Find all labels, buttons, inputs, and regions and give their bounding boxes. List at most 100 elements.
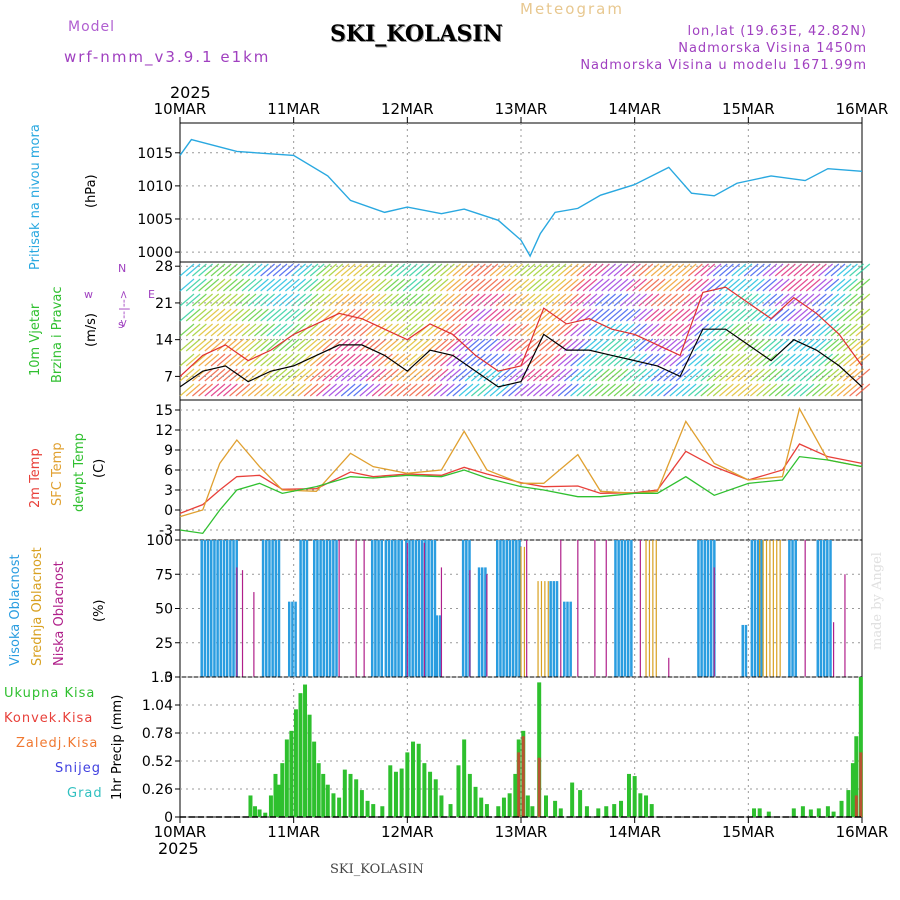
wind-barb — [712, 308, 728, 322]
wind-barb — [750, 323, 765, 337]
wind-barb — [223, 338, 238, 352]
wind-barb — [489, 353, 505, 367]
wind-barb — [799, 323, 815, 337]
wind-barb — [508, 308, 523, 322]
wind-barb — [396, 278, 412, 292]
wind-barb — [588, 338, 604, 352]
wind-barb — [812, 383, 827, 397]
wind-barb — [638, 368, 654, 382]
wind-barb — [688, 368, 703, 382]
wind-barb — [805, 278, 821, 292]
wind-barb — [272, 278, 288, 292]
wind-barb — [545, 338, 561, 352]
wind-barb — [750, 368, 765, 382]
wind-barb — [557, 338, 573, 352]
wind-barb — [700, 368, 716, 382]
wind-barb — [458, 383, 474, 397]
wind-barb — [390, 323, 406, 337]
cloud-visoka-bar — [617, 540, 620, 677]
cloud-visoka-bar — [319, 540, 322, 677]
wind-barb — [241, 383, 257, 397]
wind-barb — [700, 278, 716, 292]
bottom-x-label: 16MAR — [836, 823, 889, 841]
wind-barb — [638, 263, 654, 277]
wind-barb — [495, 353, 511, 367]
wind-barb — [384, 368, 399, 382]
wind-barb — [700, 353, 716, 367]
wind-barb — [427, 278, 443, 292]
temp-ytick-label: 12 — [155, 423, 173, 439]
precip-ytick-label: 0.78 — [142, 726, 173, 742]
cloud-visoka-bar — [424, 540, 427, 677]
wind-barb — [322, 293, 337, 307]
wind-barb — [185, 383, 201, 397]
wind-barb — [626, 293, 641, 307]
wind-barb — [247, 353, 263, 367]
wind-barb — [557, 353, 573, 367]
wind-barb — [601, 278, 616, 292]
cloud-visoka-bar — [390, 540, 394, 677]
wind-barb — [477, 293, 492, 307]
model-elevation-text: Nadmorska Visina u modelu 1671.99m — [580, 58, 867, 73]
wind-barb — [179, 338, 195, 352]
wind-barb — [545, 368, 561, 382]
wind-barb — [427, 338, 443, 352]
wind-barb — [309, 263, 325, 277]
wind-barb — [706, 308, 722, 322]
wind-barb — [384, 383, 399, 397]
wind-barb — [582, 278, 598, 292]
wind-barb — [402, 293, 418, 307]
wind-barb — [613, 368, 629, 382]
wind-barb — [843, 263, 858, 277]
precip-total-bar — [325, 784, 330, 817]
precip-ytick-label: 1.3 — [151, 670, 173, 686]
wind-barb — [229, 368, 244, 382]
wind-barb — [359, 323, 375, 337]
wind-barb — [601, 323, 616, 337]
wind-barb — [359, 278, 375, 292]
wind-barb — [619, 338, 635, 352]
wind-barb — [229, 308, 244, 322]
wind-barb — [216, 278, 232, 292]
wind-barb — [365, 338, 381, 352]
wind-barb — [247, 293, 263, 307]
wind-barb — [545, 383, 561, 397]
wind-barb — [433, 353, 449, 367]
precip-total-bar — [354, 779, 359, 817]
wind-barb — [278, 308, 294, 322]
wind-barb — [675, 308, 691, 322]
wind-barb — [402, 278, 418, 292]
wind-barb — [421, 308, 437, 322]
wind-barb — [396, 323, 412, 337]
wind-barb — [663, 278, 678, 292]
cloud-visoka-bar — [623, 540, 627, 677]
wind-barb — [477, 308, 492, 322]
wind-barb — [681, 383, 697, 397]
wind-barb — [452, 278, 468, 292]
wind-barb — [452, 263, 468, 277]
wind-barb — [539, 368, 554, 382]
wind-barb — [409, 293, 424, 307]
wind-barb — [843, 308, 858, 322]
wind-barb — [712, 383, 728, 397]
wind-barb — [390, 383, 406, 397]
wind-barb — [675, 383, 691, 397]
wind-barb — [712, 263, 728, 277]
wind-barb — [371, 293, 387, 307]
cloud-visoka-bar — [219, 540, 223, 677]
temp-line-1 — [179, 406, 863, 518]
wind-barb — [285, 383, 300, 397]
wind-barb — [210, 278, 226, 292]
wind-barb — [576, 308, 592, 322]
cloud-visoka-bar — [495, 540, 499, 677]
wind-barb — [657, 338, 672, 352]
wind-barb — [415, 338, 430, 352]
wind-barb — [384, 278, 399, 292]
wind-barb — [836, 353, 852, 367]
wind-barb — [663, 323, 678, 337]
cloud-visoka-bar — [261, 540, 265, 677]
wind-barb — [669, 338, 685, 352]
precip-total-bar — [752, 808, 757, 817]
wind-barb — [223, 353, 238, 367]
wind-barb — [650, 263, 666, 277]
